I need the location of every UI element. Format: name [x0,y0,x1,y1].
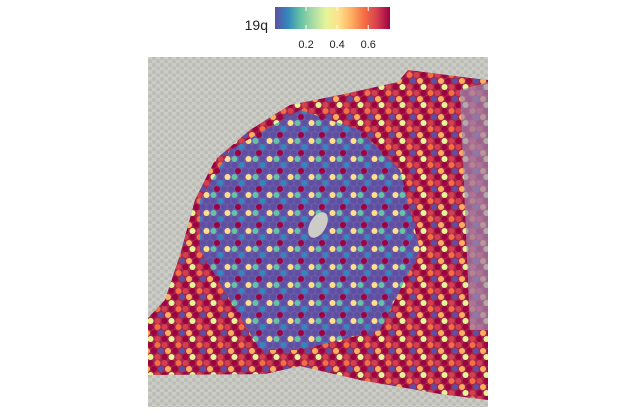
colorbar-tick-label: 0.6 [361,39,376,51]
colorbar: 0.2 0.4 0.6 [275,7,390,51]
legend-title: 19q [245,17,268,33]
spots [148,70,488,400]
colorbar-tick-label: 0.4 [330,39,345,51]
colorbar-tick-label: 0.2 [298,39,313,51]
colorbar-gradient [275,7,390,29]
